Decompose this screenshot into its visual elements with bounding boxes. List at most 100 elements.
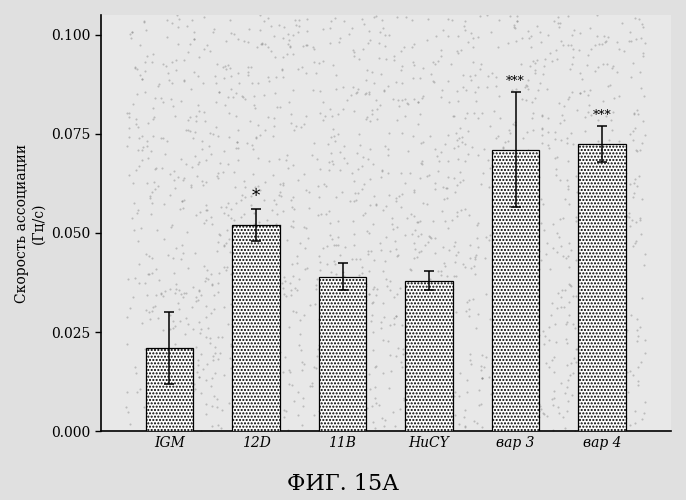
Point — [504, 390, 515, 398]
Point — [418, 64, 429, 72]
Point — [602, 108, 613, 116]
Point — [202, 42, 213, 50]
Point — [574, 89, 585, 97]
Point — [314, 165, 325, 173]
Point — [530, 355, 541, 363]
Point — [359, 90, 370, 98]
Point — [541, 240, 552, 248]
Point — [555, 215, 566, 223]
Point — [180, 126, 191, 134]
Point — [200, 178, 211, 186]
Point — [206, 280, 217, 288]
Point — [262, 72, 273, 80]
Point — [540, 54, 551, 62]
Point — [146, 349, 157, 357]
Point — [454, 178, 465, 186]
Point — [199, 220, 210, 228]
Point — [219, 148, 230, 156]
Point — [606, 398, 617, 406]
Point — [232, 70, 243, 78]
Point — [442, 224, 453, 232]
Point — [344, 30, 355, 38]
Point — [175, 395, 186, 403]
Point — [204, 334, 215, 342]
Point — [615, 294, 626, 302]
Point — [290, 122, 301, 130]
Point — [463, 296, 474, 304]
Point — [514, 281, 525, 289]
Point — [434, 281, 445, 289]
Point — [633, 364, 644, 372]
Point — [383, 150, 394, 158]
Point — [477, 109, 488, 117]
Point — [298, 170, 309, 178]
Point — [547, 58, 558, 66]
Point — [364, 229, 375, 237]
Point — [438, 347, 449, 355]
Point — [206, 374, 217, 382]
Point — [465, 30, 476, 38]
Point — [362, 404, 372, 412]
Bar — [405, 280, 453, 431]
Point — [469, 253, 480, 261]
Point — [359, 180, 370, 188]
Point — [506, 86, 517, 94]
Point — [368, 283, 379, 291]
Point — [523, 298, 534, 306]
Point — [397, 190, 407, 198]
Point — [206, 280, 217, 288]
Point — [291, 308, 302, 316]
Point — [362, 155, 373, 163]
Point — [567, 88, 578, 96]
Point — [624, 222, 635, 230]
Point — [250, 134, 261, 142]
Point — [310, 300, 321, 308]
Point — [360, 280, 371, 288]
Point — [595, 380, 606, 388]
Point — [298, 311, 309, 319]
Point — [250, 182, 261, 190]
Point — [208, 356, 219, 364]
Point — [223, 199, 234, 207]
Point — [433, 388, 444, 396]
Point — [268, 32, 279, 40]
Point — [212, 280, 223, 287]
Point — [169, 322, 180, 330]
Point — [396, 47, 407, 55]
Point — [326, 313, 337, 321]
Point — [602, 60, 613, 68]
Point — [548, 220, 559, 228]
Point — [423, 171, 434, 179]
Point — [406, 230, 417, 238]
Point — [233, 126, 244, 134]
Point — [450, 251, 461, 259]
Point — [558, 252, 569, 260]
Point — [528, 332, 539, 340]
Point — [200, 376, 211, 384]
Point — [390, 78, 401, 86]
Point — [258, 244, 269, 252]
Point — [454, 134, 465, 141]
Point — [224, 399, 235, 407]
Point — [351, 88, 362, 96]
Point — [436, 86, 447, 94]
Point — [212, 403, 223, 411]
Point — [471, 324, 482, 332]
Point — [211, 172, 222, 180]
Point — [158, 60, 169, 68]
Point — [354, 344, 365, 352]
Point — [157, 134, 168, 141]
Point — [260, 126, 271, 134]
Point — [453, 32, 464, 40]
Point — [381, 55, 392, 63]
Point — [406, 266, 417, 274]
Point — [595, 308, 606, 316]
Point — [534, 400, 545, 407]
Point — [625, 422, 636, 430]
Point — [475, 400, 486, 408]
Point — [512, 16, 523, 24]
Point — [318, 354, 329, 362]
Point — [624, 38, 635, 46]
Point — [127, 28, 138, 36]
Point — [219, 302, 230, 310]
